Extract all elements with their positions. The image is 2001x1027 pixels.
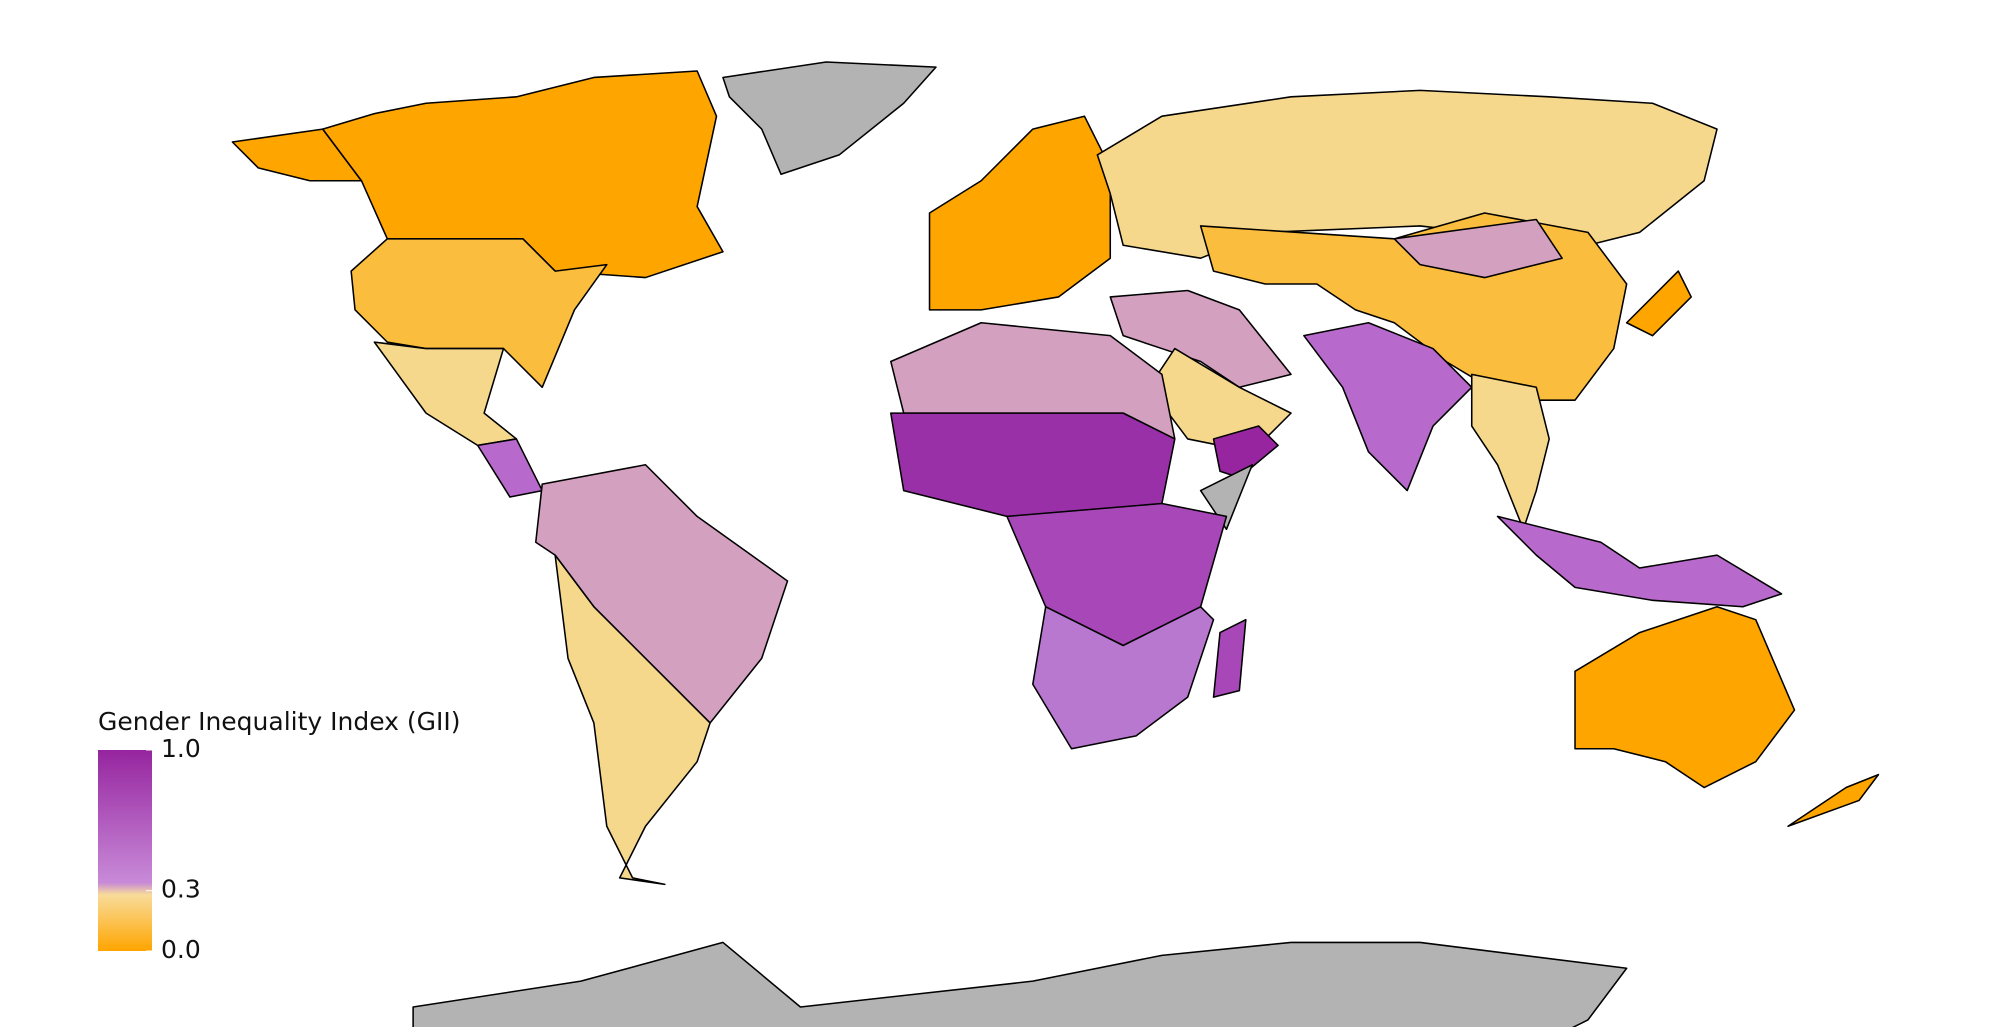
russia xyxy=(1096,89,1718,259)
central-america xyxy=(476,438,543,498)
usa xyxy=(350,238,608,389)
horn-of-africa xyxy=(1199,463,1254,531)
south-america-south xyxy=(554,554,711,886)
india xyxy=(1303,321,1473,492)
madagascar xyxy=(1212,618,1247,698)
legend-tick-label: 0.0 xyxy=(161,935,201,964)
world-map xyxy=(231,61,1880,1027)
alaska xyxy=(231,128,363,182)
legend-tick-label: 0.3 xyxy=(161,875,201,904)
legend-tick-label: 1.0 xyxy=(161,734,201,763)
legend: Gender Inequality Index (GII) 1.0 0.3 0.0 xyxy=(98,707,461,964)
legend-title: Gender Inequality Index (GII) xyxy=(98,707,461,736)
mongolia xyxy=(1393,218,1563,279)
mexico xyxy=(373,341,518,447)
japan xyxy=(1625,270,1692,337)
sahel xyxy=(890,412,1176,518)
antarctica xyxy=(412,941,1628,1027)
yemen xyxy=(1212,425,1279,479)
southeast-asia xyxy=(1470,373,1550,531)
southern-africa xyxy=(1032,605,1215,750)
australia xyxy=(1574,605,1796,789)
color-bar xyxy=(98,750,152,951)
europe xyxy=(928,115,1112,311)
greenland xyxy=(722,61,937,176)
new-zealand xyxy=(1787,773,1880,828)
indonesia xyxy=(1496,515,1783,608)
